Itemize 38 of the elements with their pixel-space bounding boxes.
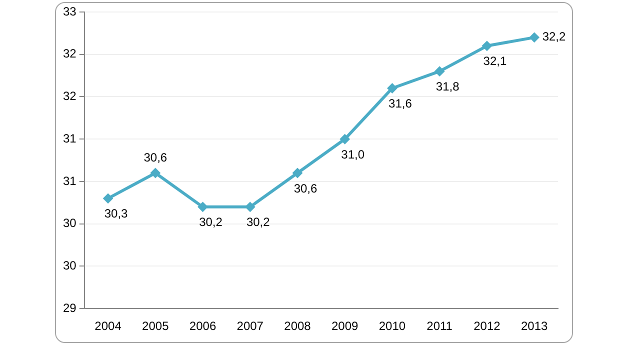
y-tick-label: 30: [62, 216, 77, 230]
y-tick-label: 29: [62, 300, 77, 315]
y-tick-label: 32: [62, 46, 77, 61]
data-label: 30,2: [246, 215, 270, 230]
y-tick-label: 31: [62, 174, 77, 188]
data-label: 31,6: [388, 96, 412, 111]
point: [103, 193, 114, 204]
data-label: 32,1: [483, 54, 507, 68]
y-tick-label: 33: [62, 4, 77, 18]
data-label: 31,0: [341, 147, 365, 162]
data-label: 30,6: [144, 150, 168, 164]
y-tick-label: 30: [62, 258, 77, 273]
point: [482, 40, 492, 51]
y-tick-label: 32: [62, 89, 77, 104]
data-label: 30,3: [104, 206, 128, 221]
x-tick-label: 2011: [426, 319, 453, 334]
x-tick-label: 2004: [94, 319, 122, 334]
point: [150, 168, 160, 178]
x-tick-label: 2009: [332, 319, 359, 334]
data-label: 32,2: [542, 30, 566, 44]
x-tick-label: 2007: [236, 319, 264, 334]
x-tick-label: 2012: [474, 319, 501, 334]
point: [198, 202, 208, 212]
x-tick-label: 2006: [189, 319, 216, 334]
point: [529, 32, 540, 42]
data-label: 30,2: [199, 215, 223, 230]
data-label: 30,6: [294, 181, 318, 196]
point: [434, 66, 445, 76]
x-tick-label: 2005: [142, 319, 170, 334]
x-tick-label: 2010: [378, 319, 406, 334]
point: [245, 202, 256, 212]
y-tick-label: 31: [62, 131, 77, 146]
x-tick-label: 2008: [284, 319, 312, 334]
data-label: 31,8: [436, 80, 460, 94]
point: [340, 134, 350, 144]
point: [387, 83, 398, 94]
point: [292, 168, 302, 178]
x-tick-label: 2013: [520, 319, 548, 334]
